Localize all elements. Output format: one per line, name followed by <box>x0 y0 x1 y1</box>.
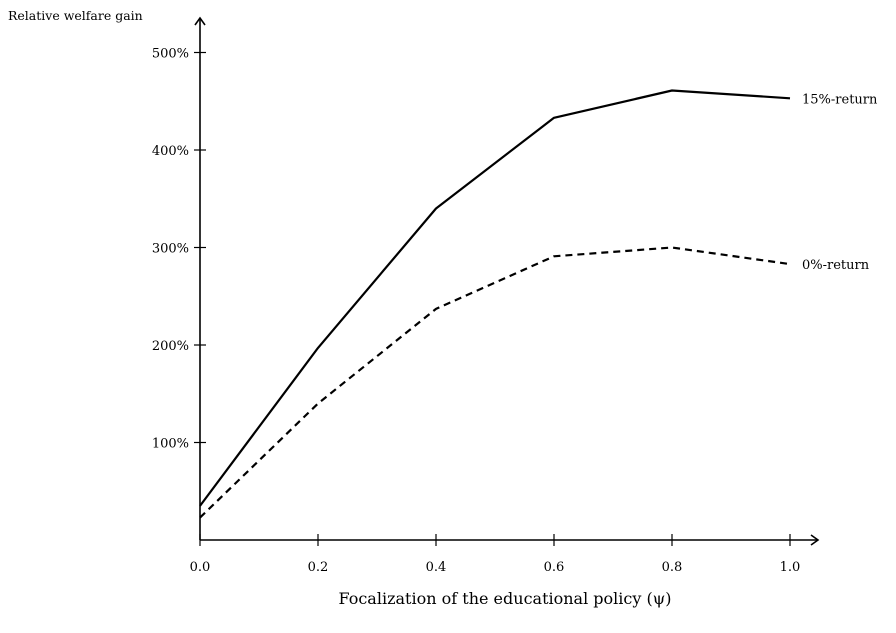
series-line-0%-return <box>199 246 791 519</box>
y-axis-label: Relative welfare gain <box>8 8 143 23</box>
series-label: 15%-return <box>802 92 878 107</box>
axes <box>194 16 820 546</box>
x-tick-label: 0.4 <box>426 560 447 575</box>
x-axis-label: Focalization of the educational policy (… <box>338 589 671 608</box>
series-label: 0%-return <box>802 258 870 273</box>
x-tick-label: 0.8 <box>662 560 683 575</box>
y-tick-label: 100% <box>152 437 189 452</box>
x-axis-arrow <box>810 534 820 546</box>
x-tick-label: 0.2 <box>308 560 329 575</box>
series-line-15%-return <box>199 89 791 507</box>
y-tick-label: 200% <box>152 339 189 354</box>
y-tick-label: 400% <box>152 144 189 159</box>
y-tick-label: 500% <box>152 47 189 62</box>
x-tick-label: 0.0 <box>190 560 211 575</box>
x-tick-label: 1.0 <box>780 560 801 575</box>
y-tick-label: 300% <box>152 242 189 257</box>
y-axis-arrow <box>194 16 206 26</box>
ticks: 0.0 0.2 0.4 0.6 0.8 1.0 100% 200% 300% 400% 500% <box>152 47 801 576</box>
series-group: 15%-return 0%-return <box>199 89 878 519</box>
x-tick-label: 0.6 <box>544 560 565 575</box>
